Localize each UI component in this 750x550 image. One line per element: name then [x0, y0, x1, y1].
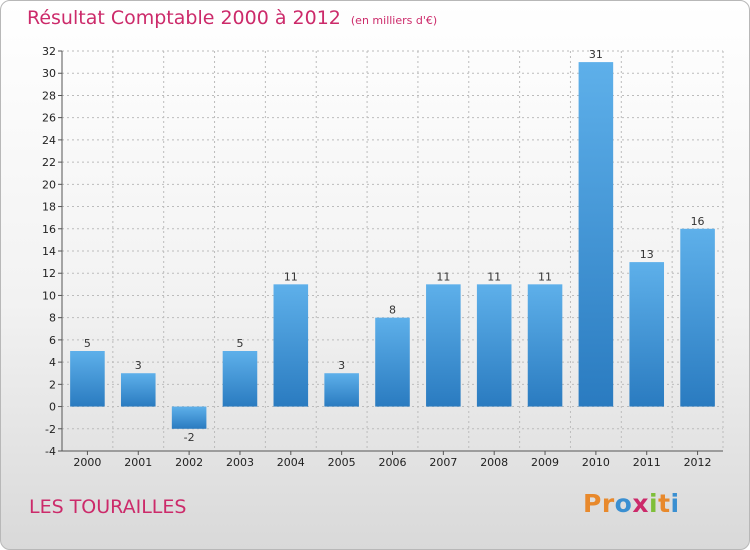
logo-letter: i — [649, 489, 659, 518]
y-tick-label: 24 — [42, 134, 56, 147]
data-label: 3 — [135, 359, 142, 372]
data-label: 11 — [538, 270, 552, 283]
bar-layer — [70, 62, 715, 429]
data-label: -2 — [184, 431, 195, 444]
data-label: 11 — [487, 270, 501, 283]
label-layer: 5 3 -2 5 11 3 8 11 11 11 31 13 16 — [84, 48, 705, 444]
data-label: 11 — [284, 270, 298, 283]
logo-letter: o — [614, 489, 633, 518]
x-tick-label: 2005 — [328, 456, 356, 469]
x-tick-label: 2009 — [531, 456, 559, 469]
x-tick-label: 2007 — [429, 456, 457, 469]
x-tick-label: 2008 — [480, 456, 508, 469]
y-tick-label: 10 — [42, 289, 56, 302]
y-tick-label: 32 — [42, 45, 56, 58]
data-label: 11 — [436, 270, 450, 283]
x-tick-label: 2011 — [633, 456, 661, 469]
chart-title-block: Résultat Comptable 2000 à 2012 (en millie… — [27, 7, 437, 29]
bar-2006 — [375, 317, 410, 407]
bar-2005 — [324, 373, 359, 407]
y-tick-label: -4 — [45, 445, 56, 458]
y-tick-label: 26 — [42, 112, 56, 125]
y-tick-label: 6 — [49, 334, 56, 347]
chart-title: Résultat Comptable 2000 à 2012 — [27, 7, 341, 29]
data-label: 8 — [389, 304, 396, 317]
y-tick-label: 12 — [42, 267, 56, 280]
bar-2010 — [578, 62, 614, 407]
y-tick-label: 30 — [42, 67, 56, 80]
data-label: 5 — [236, 337, 243, 350]
y-tick-label: 0 — [49, 401, 56, 414]
y-tick-label: -2 — [45, 423, 56, 436]
data-label: 31 — [589, 48, 603, 61]
y-tick-label: 18 — [42, 201, 56, 214]
x-tick-label: 2002 — [175, 456, 203, 469]
bar-2012 — [680, 228, 715, 407]
logo-letter: r — [601, 489, 615, 518]
bar-2002 — [171, 406, 207, 429]
bar-2007 — [426, 284, 461, 407]
chart-unit: (en milliers d'€) — [350, 14, 438, 27]
y-tick-label: 4 — [49, 356, 56, 369]
y-tick-label: 14 — [42, 245, 56, 258]
data-label: 16 — [691, 215, 705, 228]
bar-2011 — [629, 262, 665, 407]
data-label: 13 — [640, 248, 654, 261]
x-tick-label: 2003 — [226, 456, 254, 469]
data-label: 3 — [338, 359, 345, 372]
x-tick-label: 2000 — [73, 456, 101, 469]
x-tick-label: 2004 — [277, 456, 305, 469]
bar-2009 — [527, 284, 563, 407]
y-tick-label: 28 — [42, 89, 56, 102]
bar-2003 — [222, 351, 258, 407]
logo-letter: x — [632, 489, 649, 518]
logo-letter: i — [670, 489, 680, 518]
data-label: 5 — [84, 337, 91, 350]
y-tick-label: 8 — [49, 312, 56, 325]
bar-2001 — [120, 373, 156, 407]
bar-2008 — [476, 284, 512, 407]
bar-2004 — [273, 284, 309, 407]
logo-letter: t — [658, 489, 671, 518]
proxiti-logo[interactable]: Proxiti — [583, 489, 680, 518]
commune-name: LES TOURAILLES — [29, 496, 187, 518]
x-tick-label: 2006 — [379, 456, 407, 469]
x-tick-label: 2012 — [684, 456, 712, 469]
y-tick-label: 16 — [42, 223, 56, 236]
y-tick-label: 22 — [42, 156, 56, 169]
logo-letter: P — [583, 489, 602, 518]
x-tick-label: 2010 — [582, 456, 610, 469]
y-tick-label: 2 — [49, 378, 56, 391]
bar-2000 — [70, 351, 105, 407]
y-tick-label: 20 — [42, 178, 56, 191]
x-tick-label: 2001 — [124, 456, 152, 469]
